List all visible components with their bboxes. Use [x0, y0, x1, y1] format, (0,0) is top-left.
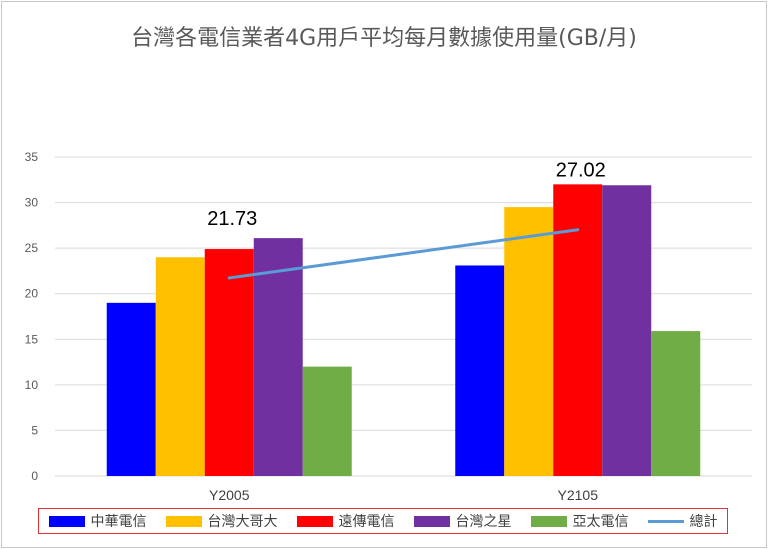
legend-swatch [48, 515, 85, 527]
bar [204, 249, 254, 476]
legend-label: 遠傳電信 [338, 514, 395, 530]
legend-label: 亞太電信 [572, 514, 629, 530]
legend-item-fareastone: 遠傳電信 [296, 511, 395, 531]
legend-swatch [296, 515, 333, 527]
y-tick-label: 20 [25, 287, 39, 301]
legend-swatch [165, 515, 202, 527]
legend-swatch [413, 515, 450, 527]
x-tick-label: Y2105 [558, 487, 599, 503]
data-label: 27.02 [556, 160, 606, 182]
data-label: 21.73 [207, 208, 257, 230]
y-tick-label: 5 [31, 423, 38, 437]
y-tick-label: 35 [25, 150, 39, 164]
legend-item-taiwan-star: 台灣之星 [413, 511, 512, 531]
chart-legend: 中華電信 台灣大哥大 遠傳電信 台灣之星 亞太電信 總計 [38, 508, 728, 534]
bar [602, 185, 652, 477]
legend-label: 台灣大哥大 [207, 514, 278, 530]
y-tick-label: 15 [25, 332, 39, 346]
legend-label: 中華電信 [90, 514, 147, 530]
legend-label: 總計 [689, 514, 718, 530]
bar [504, 207, 554, 476]
bar [553, 184, 603, 477]
legend-item-total: 總計 [647, 511, 718, 531]
chart-title: 台灣各電信業者4G用戶平均每月數據使用量(GB/月) [131, 26, 637, 51]
bar [302, 366, 352, 476]
legend-item-asia-pacific: 亞太電信 [530, 511, 629, 531]
legend-item-taiwan-mobile: 台灣大哥大 [165, 511, 278, 531]
y-tick-label: 10 [25, 378, 39, 392]
y-tick-label: 0 [31, 469, 38, 483]
total-line [229, 228, 578, 280]
y-tick-label: 30 [25, 196, 39, 210]
total-point [227, 276, 231, 280]
legend-label: 台灣之星 [455, 514, 512, 530]
legend-swatch [647, 519, 684, 523]
y-tick-label: 25 [25, 241, 39, 255]
x-tick-label: Y2005 [209, 487, 250, 503]
bar [253, 238, 303, 476]
bar [106, 302, 156, 476]
total-point [576, 228, 580, 232]
bar [651, 331, 701, 476]
bar [455, 265, 505, 476]
legend-swatch [530, 515, 567, 527]
bar [155, 257, 205, 476]
legend-item-chunghwa: 中華電信 [48, 511, 147, 531]
